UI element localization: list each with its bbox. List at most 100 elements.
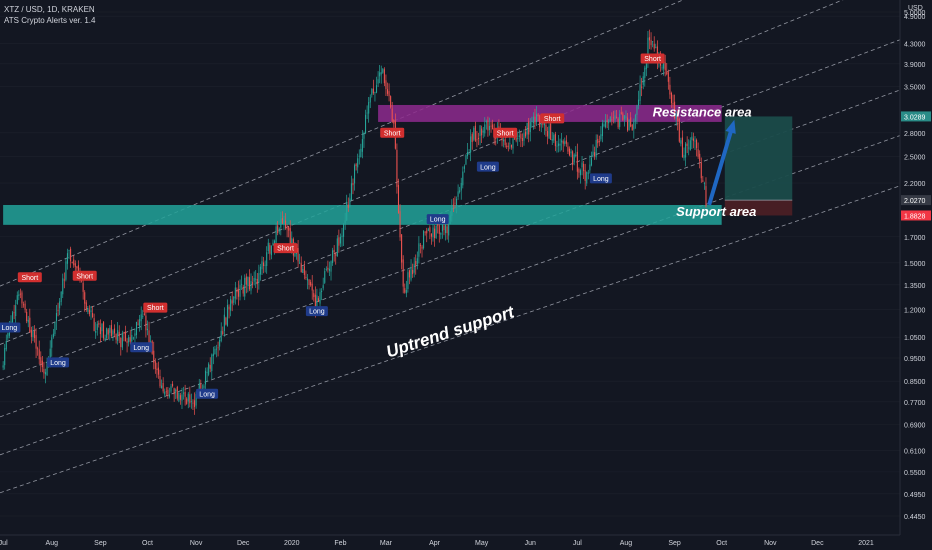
price-tick-label: 0.7700 bbox=[904, 400, 926, 407]
candle bbox=[115, 333, 117, 344]
candle bbox=[664, 54, 666, 77]
candle bbox=[120, 337, 122, 356]
candle-body bbox=[484, 124, 486, 134]
candle-body bbox=[95, 330, 97, 333]
candle-body bbox=[211, 354, 213, 372]
candle bbox=[485, 119, 487, 130]
candle bbox=[322, 277, 324, 291]
candle bbox=[589, 155, 591, 174]
candle bbox=[634, 113, 636, 129]
candle-body bbox=[540, 123, 542, 125]
candle-body bbox=[598, 141, 600, 143]
candle bbox=[578, 167, 580, 178]
candle-body bbox=[697, 149, 699, 157]
candle bbox=[313, 289, 315, 302]
candle-body bbox=[126, 341, 128, 343]
candle-body bbox=[457, 191, 459, 197]
candle bbox=[349, 193, 351, 208]
candle-body bbox=[212, 353, 214, 357]
candle bbox=[689, 137, 691, 151]
candle bbox=[366, 105, 368, 120]
candle-body bbox=[176, 386, 178, 399]
candle bbox=[482, 126, 484, 139]
candle bbox=[386, 82, 389, 97]
candle bbox=[222, 326, 224, 336]
candle bbox=[137, 319, 139, 326]
trend-arrow-shaft bbox=[707, 124, 735, 206]
candle bbox=[451, 199, 453, 222]
candle-body bbox=[559, 143, 561, 146]
time-axis-bg bbox=[0, 535, 932, 550]
candle bbox=[65, 258, 67, 282]
candle bbox=[586, 171, 588, 187]
candle-body bbox=[443, 225, 445, 231]
candle bbox=[250, 273, 252, 295]
candle bbox=[631, 123, 633, 131]
candle bbox=[454, 196, 456, 209]
candle-body bbox=[683, 154, 685, 159]
candle-body bbox=[21, 292, 23, 304]
short-signal-label: Short bbox=[380, 127, 405, 138]
candle-body bbox=[531, 120, 533, 122]
candle bbox=[226, 299, 229, 327]
candle bbox=[204, 367, 207, 390]
candle-body bbox=[536, 114, 538, 122]
candle-body bbox=[146, 328, 149, 331]
candle-body bbox=[156, 368, 158, 371]
candle bbox=[252, 275, 254, 289]
candle-body bbox=[630, 117, 632, 127]
candle bbox=[206, 367, 208, 382]
candle-body bbox=[335, 254, 337, 256]
candle-body bbox=[179, 395, 181, 400]
candle bbox=[354, 163, 356, 191]
candle-body bbox=[705, 186, 707, 207]
signal-text: Short bbox=[544, 116, 561, 123]
candle bbox=[264, 260, 266, 273]
candle-body bbox=[184, 391, 186, 397]
candle bbox=[365, 109, 367, 135]
candle-body bbox=[297, 248, 299, 262]
candle-body bbox=[181, 394, 183, 401]
candle bbox=[289, 220, 291, 248]
candle-body bbox=[386, 89, 389, 94]
candle bbox=[214, 345, 216, 355]
candle bbox=[415, 254, 417, 275]
candle bbox=[269, 242, 271, 261]
candle-body bbox=[399, 211, 401, 238]
candle-body bbox=[66, 253, 68, 264]
price-label-bg bbox=[901, 111, 931, 122]
candle-body bbox=[441, 223, 443, 232]
candle-body bbox=[44, 372, 47, 375]
candle-body bbox=[374, 92, 376, 93]
candle-body bbox=[283, 219, 285, 224]
candle-body bbox=[343, 223, 345, 237]
candle bbox=[178, 391, 180, 403]
candle bbox=[692, 132, 694, 149]
candle bbox=[68, 249, 70, 260]
candle-body bbox=[699, 153, 701, 162]
candle-body bbox=[200, 383, 202, 389]
candle bbox=[266, 246, 268, 274]
candle-body bbox=[195, 394, 197, 406]
candle-body bbox=[338, 237, 340, 246]
candle bbox=[377, 71, 379, 87]
candle-body bbox=[688, 147, 690, 149]
candle-body bbox=[253, 277, 255, 282]
candle bbox=[88, 305, 90, 317]
candle-body bbox=[449, 215, 451, 221]
price-label: 1.8828 bbox=[904, 213, 926, 220]
candle bbox=[43, 361, 45, 379]
long-signal-label: Long bbox=[196, 388, 219, 399]
price-tick-label: 0.6900 bbox=[904, 423, 926, 430]
candle-body bbox=[462, 171, 464, 186]
time-tick-label: Nov bbox=[190, 540, 203, 547]
candle-body bbox=[542, 123, 544, 125]
candle-body bbox=[112, 330, 114, 335]
candle bbox=[244, 274, 246, 301]
candle-body bbox=[173, 388, 175, 395]
candle bbox=[703, 181, 705, 190]
candle-body bbox=[245, 276, 247, 285]
candle bbox=[561, 132, 563, 151]
candle-body bbox=[302, 268, 304, 273]
candle-body bbox=[172, 383, 174, 387]
